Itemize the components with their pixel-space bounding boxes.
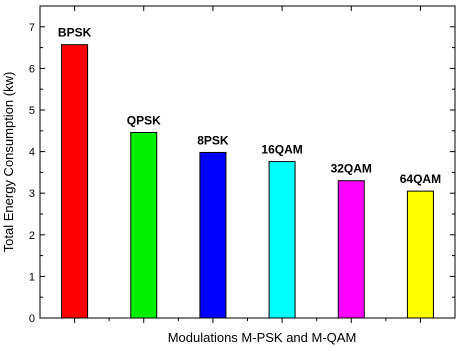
bar-32qam <box>337 180 365 319</box>
bar-64qam <box>406 190 434 319</box>
bar-16qam <box>268 161 296 319</box>
bar-labels: BPSK QPSK 8PSK 16QAM 32QAM 64QAM <box>58 26 441 186</box>
y-tick-label: 2 <box>29 230 35 242</box>
y-tick-label: 7 <box>29 22 35 34</box>
bar-label-8psk: 8PSK <box>197 133 229 147</box>
x-axis-title: Modulations M-PSK and M-QAM <box>168 330 357 345</box>
y-tick-label: 4 <box>29 147 35 159</box>
bar-8psk <box>199 151 227 319</box>
bar-label-qpsk: QPSK <box>127 113 161 127</box>
y-tick-label: 6 <box>29 63 35 75</box>
y-axis-title: Total Energy Consumption (kw) <box>1 72 16 253</box>
y-tick-label: 1 <box>29 271 35 283</box>
plot-frame <box>39 5 456 319</box>
bar-label-64qam: 64QAM <box>400 172 441 186</box>
bars <box>61 44 434 319</box>
y-tick-label: 0 <box>29 313 35 325</box>
bar-bpsk <box>61 44 89 319</box>
bar-label-16qam: 16QAM <box>261 143 302 157</box>
y-tick-label: 3 <box>29 188 35 200</box>
axis-ticks: 0 1 2 3 4 5 6 7 <box>29 6 455 325</box>
y-tick-label: 5 <box>29 105 35 117</box>
bar-qpsk <box>130 131 158 319</box>
bar-label-32qam: 32QAM <box>331 162 372 176</box>
bar-label-bpsk: BPSK <box>58 26 92 40</box>
